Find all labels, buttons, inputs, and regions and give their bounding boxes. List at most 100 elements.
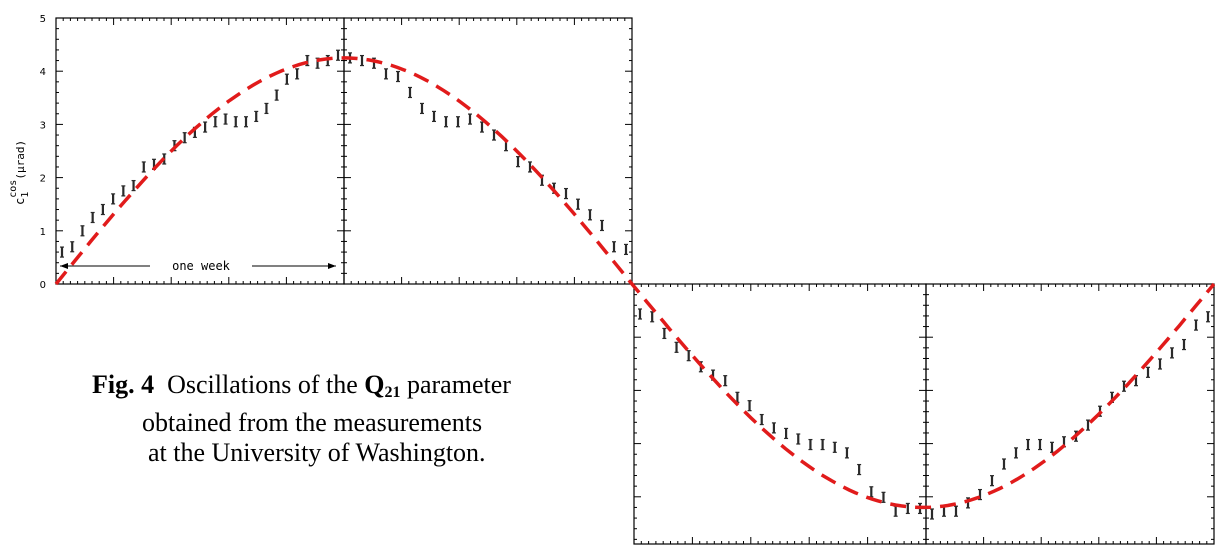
data-point [60,246,64,258]
y-tick-label: 3 [40,120,46,131]
data-point [674,341,679,353]
data-point [1182,338,1186,351]
panel-frame [343,17,633,285]
y-axis-labels: 0 1 2 3 4 5 c1cos(μrad) one week [8,14,336,291]
data-point [747,400,752,412]
data-point [844,447,849,459]
data-point [131,179,136,192]
data-point [1122,380,1126,392]
data-point [90,211,95,224]
data-point [516,156,520,168]
data-point [100,203,105,216]
fit-curve [54,56,1215,510]
data-point [468,113,472,125]
data-point [223,113,228,125]
panel-4 [925,283,1215,545]
data-point [254,110,259,123]
data-point [576,198,580,210]
figure-label: Fig. 4 [92,370,155,399]
data-point [808,438,813,451]
figure-caption: Fig. 4 Oscillations of the Q21 parameter… [92,370,511,468]
data-point [650,311,655,323]
data-point [881,491,886,503]
data-point [456,116,460,128]
y-tick-label: 1 [40,227,46,238]
data-point [70,241,75,253]
data-point [930,508,934,520]
data-point [612,241,616,253]
data-point [1050,441,1054,453]
data-point [480,121,484,133]
panel-frame [633,283,927,545]
chart-panels [55,17,1215,545]
data-point [1014,447,1018,459]
data-point [492,129,496,141]
panel-3 [633,283,927,545]
data-point [384,68,388,80]
data-point [182,132,187,144]
parameter-symbol: Q [364,370,385,399]
data-point [796,433,801,445]
data-point [564,187,568,200]
y-tick-label: 2 [40,174,46,185]
data-point [588,209,592,221]
data-point [432,110,436,123]
data-point [444,116,448,128]
data-point [1146,366,1150,378]
data-point [662,327,667,340]
data-point [624,243,628,256]
data-point [360,54,364,67]
data-point [1002,458,1006,470]
data-point [832,441,837,453]
data-point [771,422,776,434]
y-tick-label: 0 [40,280,46,291]
fit-curve-layer [54,56,1215,510]
data-point [336,49,340,61]
data-point [1170,347,1174,359]
data-point [233,116,238,128]
data-point [284,73,289,85]
data-point [1026,438,1030,451]
data-point [893,505,898,517]
data-point [1158,358,1162,370]
data-point [820,438,825,451]
data-point [686,350,691,362]
data-point [905,502,910,515]
data-point [1086,419,1090,431]
data-point [295,68,300,80]
arrow-head-left [60,263,68,269]
data-point [111,193,116,205]
data-point [80,225,85,237]
y-axis-label: c1cos(μrad) [8,140,31,205]
data-point [1206,311,1210,323]
data-point [759,413,764,426]
annotation-text: one week [172,259,231,273]
data-point [528,161,532,173]
data-point [408,86,412,99]
y-tick-label: 4 [40,67,46,78]
data-point [723,375,728,387]
data-point [600,219,604,232]
panel-frame [55,17,345,285]
data-point [396,70,400,83]
y-tick-label: 5 [40,14,46,25]
one-week-annotation: one week [60,259,336,273]
parameter-subscript: 21 [384,384,401,401]
data-point [264,102,269,115]
data-point [954,505,958,517]
data-point [1194,319,1198,331]
caption-line-1: Fig. 4 Oscillations of the Q21 parameter [92,370,511,408]
data-point [784,427,789,440]
caption-line-3: at the University of Washington. [148,438,486,467]
data-point [1038,438,1042,451]
caption-line-2: obtained from the measurements [142,408,483,437]
panel-1 [55,17,345,285]
panel-2 [343,17,633,285]
data-point [990,475,994,487]
caption-text-1-tail: parameter [400,370,511,399]
data-point [638,308,642,320]
data-point [420,102,424,115]
data-point [869,486,874,498]
data-point [244,116,248,128]
